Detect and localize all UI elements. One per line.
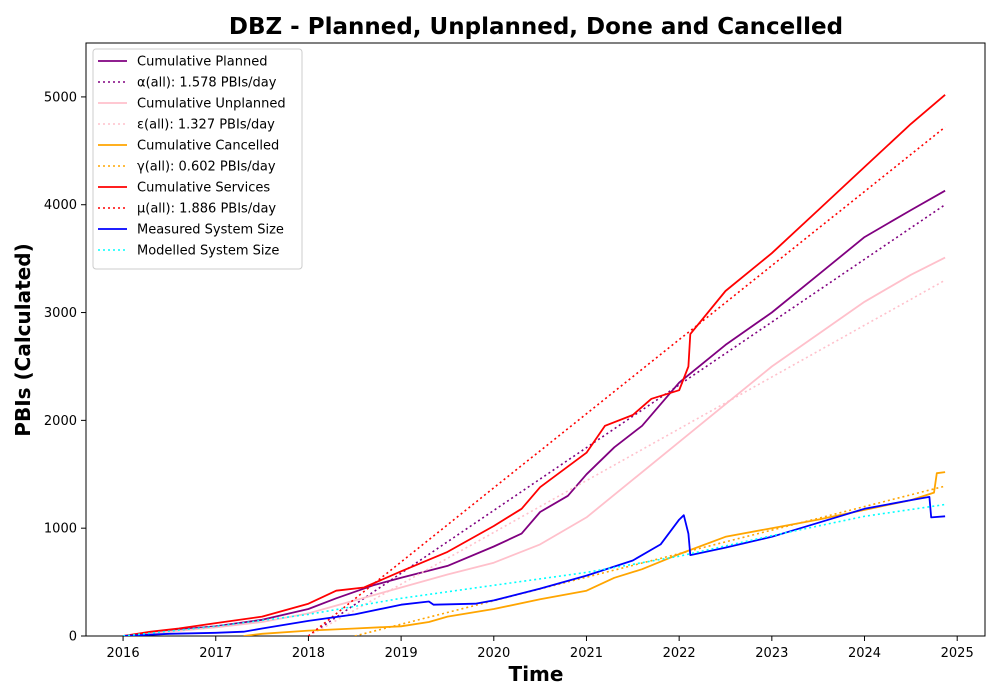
legend-label: Cumulative Services: [137, 181, 270, 196]
series-line-0: [122, 189, 946, 636]
y-tick-label: 5000: [44, 90, 77, 105]
x-tick-label: 2019: [385, 646, 418, 661]
legend-label: γ(all): 0.602 PBIs/day: [137, 160, 276, 175]
y-axis-label: PBIs (Calculated): [11, 243, 35, 436]
legend-label: Cumulative Cancelled: [137, 139, 279, 154]
x-tick-label: 2025: [941, 646, 974, 661]
x-tick-label: 2018: [292, 646, 325, 661]
legend-label: μ(all): 1.886 PBIs/day: [137, 202, 276, 217]
series-line-6: [122, 94, 946, 636]
x-tick-label: 2020: [477, 646, 510, 661]
series-line-5: [354, 485, 946, 636]
series-line-3: [308, 279, 946, 636]
series-layer: [122, 94, 946, 636]
legend-label: Cumulative Unplanned: [137, 97, 286, 112]
y-tick-label: 1000: [44, 522, 77, 537]
y-tick-label: 4000: [44, 198, 77, 213]
x-axis-ticks: 2016 2017 2018 2019 2020 2021 2022 2023 2024 2025: [107, 636, 974, 661]
y-tick-label: 0: [69, 630, 77, 645]
legend-label: Cumulative Planned: [137, 55, 267, 70]
y-tick-label: 2000: [44, 414, 77, 429]
x-tick-label: 2023: [755, 646, 788, 661]
x-tick-label: 2021: [570, 646, 603, 661]
x-tick-label: 2022: [663, 646, 696, 661]
legend-label: Modelled System Size: [137, 244, 279, 259]
series-line-1: [307, 204, 946, 636]
x-tick-label: 2017: [199, 646, 232, 661]
legend-label: Measured System Size: [137, 223, 284, 238]
plot-area-frame: [85, 42, 986, 637]
y-tick-label: 3000: [44, 306, 77, 321]
chart-title: DBZ - Planned, Unplanned, Done and Cance…: [229, 14, 843, 40]
y-axis-ticks: 0 1000 2000 3000 4000 5000: [44, 90, 86, 645]
legend-label: α(all): 1.578 PBIs/day: [137, 76, 277, 91]
x-tick-label: 2024: [848, 646, 881, 661]
legend-box: [92, 48, 303, 270]
legend: Cumulative Planned α(all): 1.578 PBIs/day…: [92, 48, 303, 270]
x-tick-label: 2016: [107, 646, 140, 661]
x-axis-label: Time: [509, 662, 564, 686]
legend-label: ε(all): 1.327 PBIs/day: [137, 118, 275, 133]
series-line-4: [243, 471, 946, 636]
series-line-7: [307, 126, 946, 636]
series-line-2: [123, 256, 946, 636]
series-line-9: [123, 503, 946, 636]
